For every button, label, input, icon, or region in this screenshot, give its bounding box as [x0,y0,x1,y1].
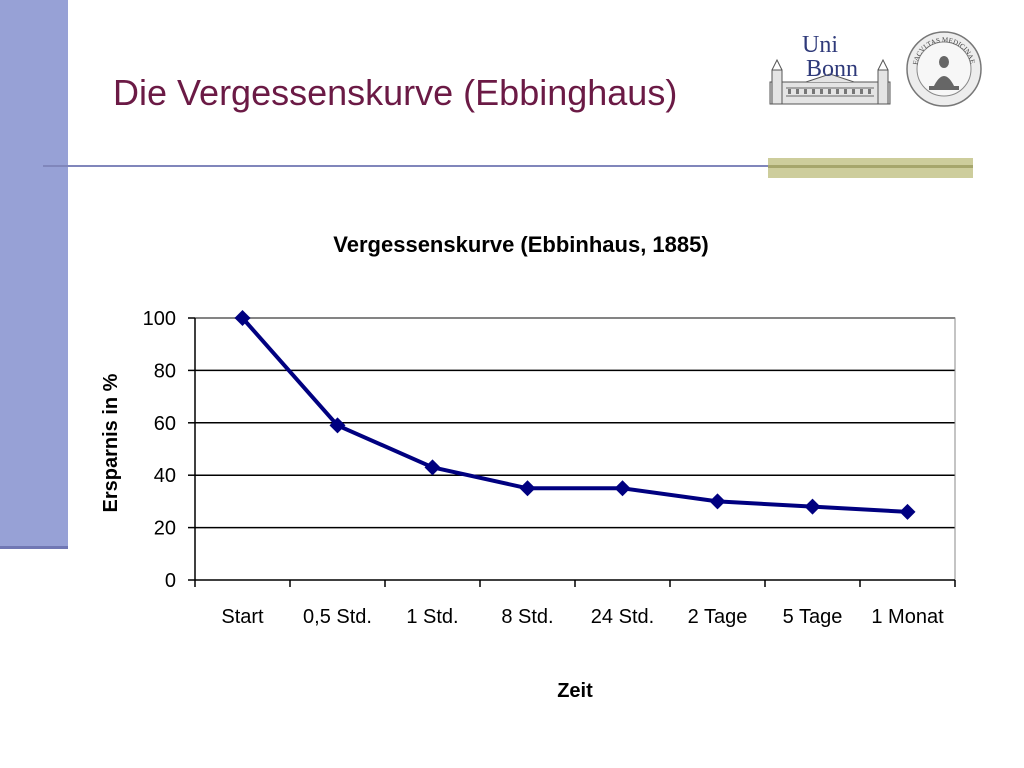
plot-area-border [194,317,956,581]
x-tick-label-4: 24 Std. [591,606,654,628]
y-tick-label-20: 20 [154,518,176,540]
y-tick-label-60: 60 [154,413,176,435]
data-point-2-tage [709,493,726,510]
x-tick-label-3: 8 Std. [501,606,553,628]
data-point-5-tage [804,498,821,515]
faculty-seal-logo: FACVLTAS MEDICINAE [906,31,982,107]
decorative-side-bar [0,0,68,549]
data-point-24-std- [614,480,631,497]
y-tick-label-0: 0 [165,570,176,592]
data-point-1-monat [899,503,916,520]
logo-text-line2: Bonn [806,56,858,82]
logo-text-line1: Uni [802,32,838,58]
slide-title: Die Vergessenskurve (Ebbinghaus) [113,72,678,113]
data-point-0-5-std- [329,417,346,434]
chart-title: Vergessenskurve (Ebbinhaus, 1885) [333,232,708,257]
y-tick-label-80: 80 [154,360,176,382]
x-tick-label-2: 1 Std. [406,606,458,628]
uni-bonn-logo: Uni Bonn [769,32,891,105]
series-line-0 [241,316,908,514]
x-tick-label-7: 1 Monat [871,606,944,628]
data-point-start [234,310,251,326]
accent-divider [768,158,973,178]
title-divider [43,165,770,167]
data-series [234,310,916,520]
gridlines [195,317,955,529]
x-tick-label-0: Start [221,606,264,628]
y-tick-label-100: 100 [143,308,176,330]
data-point-1-std- [424,459,441,476]
data-point-8-std- [519,480,536,497]
y-axis-title: Ersparnis in % [100,373,122,512]
y-tick-label-40: 40 [154,465,176,487]
x-tick-label-5: 2 Tage [688,606,748,628]
axes [188,317,956,587]
x-tick-label-1: 0,5 Std. [303,606,372,628]
x-tick-label-6: 5 Tage [783,606,843,628]
x-axis-title: Zeit [557,680,593,702]
tick-labels: 0 20 40 60 80 100 Start 0,5 Std. 1 Std. 8 Std. 24 … [143,308,944,628]
